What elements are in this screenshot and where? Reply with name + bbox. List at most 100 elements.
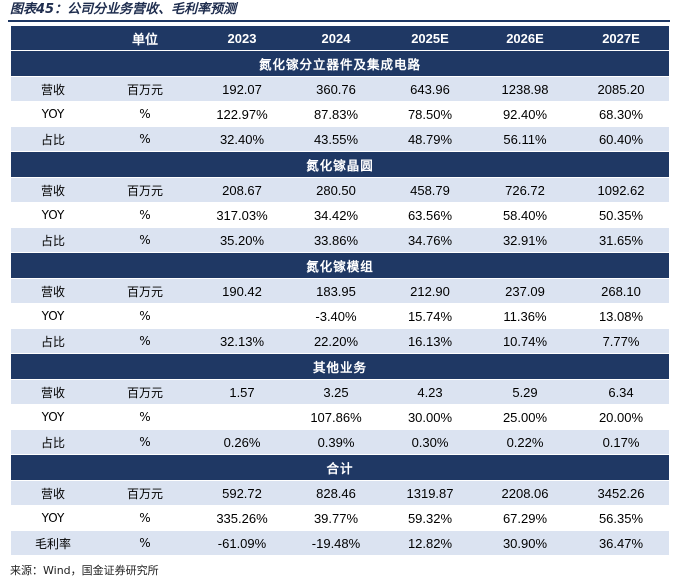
value-cell: 6.34 [573, 379, 669, 405]
table-row: YOY% 317.03% 34.42% 63.56% 58.40% 50.35% [11, 202, 669, 228]
unit-cell: % [95, 303, 195, 329]
value-cell: 212.90 [383, 278, 477, 304]
value-cell: 0.39% [289, 429, 383, 455]
value-cell: 31.65% [573, 227, 669, 253]
value-cell: 68.30% [573, 101, 669, 127]
value-cell: 16.13% [383, 328, 477, 354]
section-header-row: 氮化镓晶圆 [11, 151, 669, 178]
value-cell: 60.40% [573, 126, 669, 152]
value-cell: 107.86% [289, 404, 383, 430]
row-label: 占比 [11, 126, 95, 152]
value-cell: 87.83% [289, 101, 383, 127]
unit-cell: % [95, 328, 195, 354]
value-cell: 10.74% [477, 328, 573, 354]
value-cell: 726.72 [477, 177, 573, 203]
table-row: YOY% -3.40% 15.74% 11.36% 13.08% [11, 303, 669, 329]
unit-cell: 百万元 [95, 278, 195, 304]
value-cell [195, 404, 289, 430]
value-cell: 12.82% [383, 530, 477, 556]
unit-cell: % [95, 202, 195, 228]
value-cell: 0.17% [573, 429, 669, 455]
value-cell: 2085.20 [573, 76, 669, 102]
section-title: 氮化镓模组 [11, 252, 669, 279]
table-row: 占比% 32.40% 43.55% 48.79% 56.11% 60.40% [11, 126, 669, 152]
table-row: 营收 百万元 192.07 360.76 643.96 1238.98 2085.20 [11, 76, 669, 102]
unit-cell: % [95, 227, 195, 253]
unit-cell: 百万元 [95, 480, 195, 506]
value-cell: 5.29 [477, 379, 573, 405]
value-cell: 32.91% [477, 227, 573, 253]
value-cell: 0.22% [477, 429, 573, 455]
header-cell: 2026E [477, 26, 573, 51]
unit-cell: % [95, 505, 195, 531]
value-cell: 0.30% [383, 429, 477, 455]
value-cell: 360.76 [289, 76, 383, 102]
row-label: 营收 [11, 177, 95, 203]
value-cell: -19.48% [289, 530, 383, 556]
value-cell: 1319.87 [383, 480, 477, 506]
title-divider [8, 20, 670, 22]
header-row: 单位 2023 2024 2025E 2026E 2027E [11, 26, 669, 51]
value-cell: 92.40% [477, 101, 573, 127]
row-label: 占比 [11, 227, 95, 253]
value-cell: 58.40% [477, 202, 573, 228]
value-cell: 0.26% [195, 429, 289, 455]
value-cell: 190.42 [195, 278, 289, 304]
value-cell: 56.11% [477, 126, 573, 152]
row-label: 营收 [11, 480, 95, 506]
unit-cell: 百万元 [95, 177, 195, 203]
value-cell: 11.36% [477, 303, 573, 329]
value-cell: 592.72 [195, 480, 289, 506]
table-row: YOY% 107.86% 30.00% 25.00% 20.00% [11, 404, 669, 430]
unit-cell: % [95, 101, 195, 127]
row-label: 营收 [11, 278, 95, 304]
header-cell: 2025E [383, 26, 477, 51]
section-title: 其他业务 [11, 353, 669, 380]
value-cell: -3.40% [289, 303, 383, 329]
row-label: 营收 [11, 76, 95, 102]
header-cell [11, 26, 95, 51]
value-cell: 183.95 [289, 278, 383, 304]
section-header-row: 氮化镓分立器件及集成电路 [11, 50, 669, 77]
header-cell: 2023 [195, 26, 289, 51]
value-cell: 30.90% [477, 530, 573, 556]
table-row: 占比% 35.20% 33.86% 34.76% 32.91% 31.65% [11, 227, 669, 253]
value-cell: 34.76% [383, 227, 477, 253]
table-row: 营收 百万元 190.42 183.95 212.90 237.09 268.10 [11, 278, 669, 304]
value-cell: 59.32% [383, 505, 477, 531]
section-title: 合计 [11, 454, 669, 481]
value-cell: 280.50 [289, 177, 383, 203]
value-cell: 15.74% [383, 303, 477, 329]
row-label: YOY [11, 202, 95, 228]
value-cell: 3452.26 [573, 480, 669, 506]
value-cell: 237.09 [477, 278, 573, 304]
value-cell: 208.67 [195, 177, 289, 203]
value-cell: 43.55% [289, 126, 383, 152]
unit-cell: % [95, 404, 195, 430]
value-cell: 192.07 [195, 76, 289, 102]
value-cell: 48.79% [383, 126, 477, 152]
value-cell: 30.00% [383, 404, 477, 430]
header-cell: 2027E [573, 26, 669, 51]
value-cell: 20.00% [573, 404, 669, 430]
value-cell: 63.56% [383, 202, 477, 228]
header-cell: 2024 [289, 26, 383, 51]
value-cell: 32.13% [195, 328, 289, 354]
value-cell: 39.77% [289, 505, 383, 531]
row-label: 毛利率 [11, 530, 95, 556]
value-cell: 335.26% [195, 505, 289, 531]
source-note: 来源：Wind，国金证券研究所 [10, 564, 159, 577]
table-row: YOY% 335.26% 39.77% 59.32% 67.29% 56.35% [11, 505, 669, 531]
section-title: 氮化镓分立器件及集成电路 [11, 50, 669, 77]
row-label: YOY [11, 303, 95, 329]
value-cell: 32.40% [195, 126, 289, 152]
value-cell: 78.50% [383, 101, 477, 127]
unit-cell: 百万元 [95, 76, 195, 102]
row-label: 营收 [11, 379, 95, 405]
row-label: YOY [11, 101, 95, 127]
section-header-row: 合计 [11, 454, 669, 481]
value-cell: 33.86% [289, 227, 383, 253]
table-row: 占比% 32.13% 22.20% 16.13% 10.74% 7.77% [11, 328, 669, 354]
table-row: 营收 百万元 208.67 280.50 458.79 726.72 1092.62 [11, 177, 669, 203]
value-cell: 3.25 [289, 379, 383, 405]
